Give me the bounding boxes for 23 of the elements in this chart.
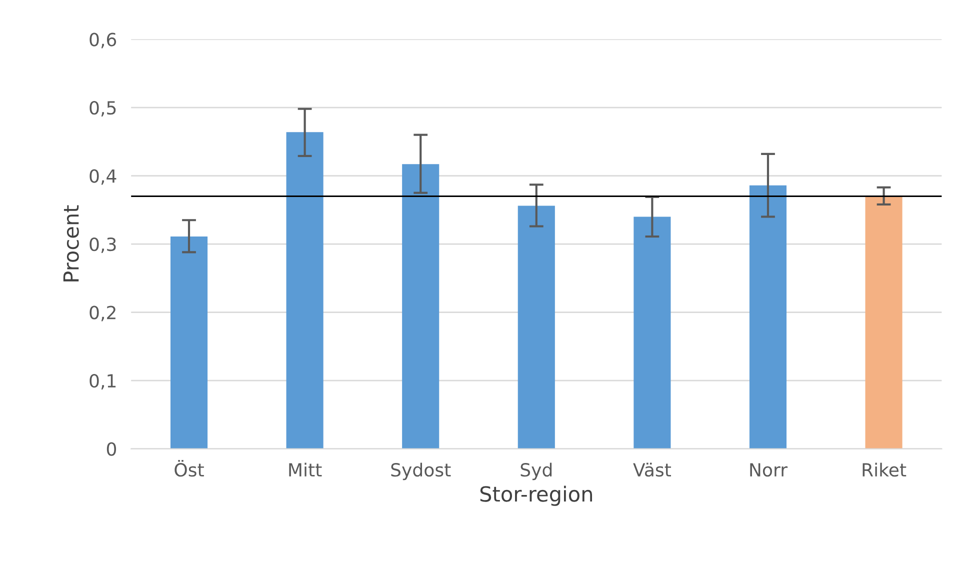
bar — [749, 185, 787, 449]
y-tick-label: 0,3 — [90, 237, 116, 253]
x-axis-title: Stor-region — [480, 486, 592, 506]
bar — [865, 196, 902, 449]
bar — [518, 206, 555, 449]
x-tick-label: Väst — [633, 462, 672, 477]
x-tick-label: Mitt — [289, 462, 322, 476]
bar — [170, 236, 208, 449]
y-tick-label: 0,5 — [90, 100, 116, 116]
y-tick-label: 0,6 — [90, 32, 116, 48]
x-tick-label: Riket — [862, 462, 906, 477]
x-tick-label: Öst — [174, 460, 204, 477]
y-axis-title: Procent — [63, 205, 79, 282]
bar — [402, 164, 440, 449]
y-tick-label: 0,1 — [90, 374, 116, 390]
y-tick-label: 0,4 — [90, 169, 116, 185]
x-tick-label: Norr — [750, 463, 788, 477]
bar — [634, 216, 671, 449]
x-tick-label: Syd — [520, 462, 552, 480]
bar — [286, 132, 324, 449]
x-tick-label: Sydost — [391, 462, 451, 480]
y-tick-label: 0 — [106, 442, 116, 456]
y-tick-label: 0,2 — [90, 306, 116, 322]
